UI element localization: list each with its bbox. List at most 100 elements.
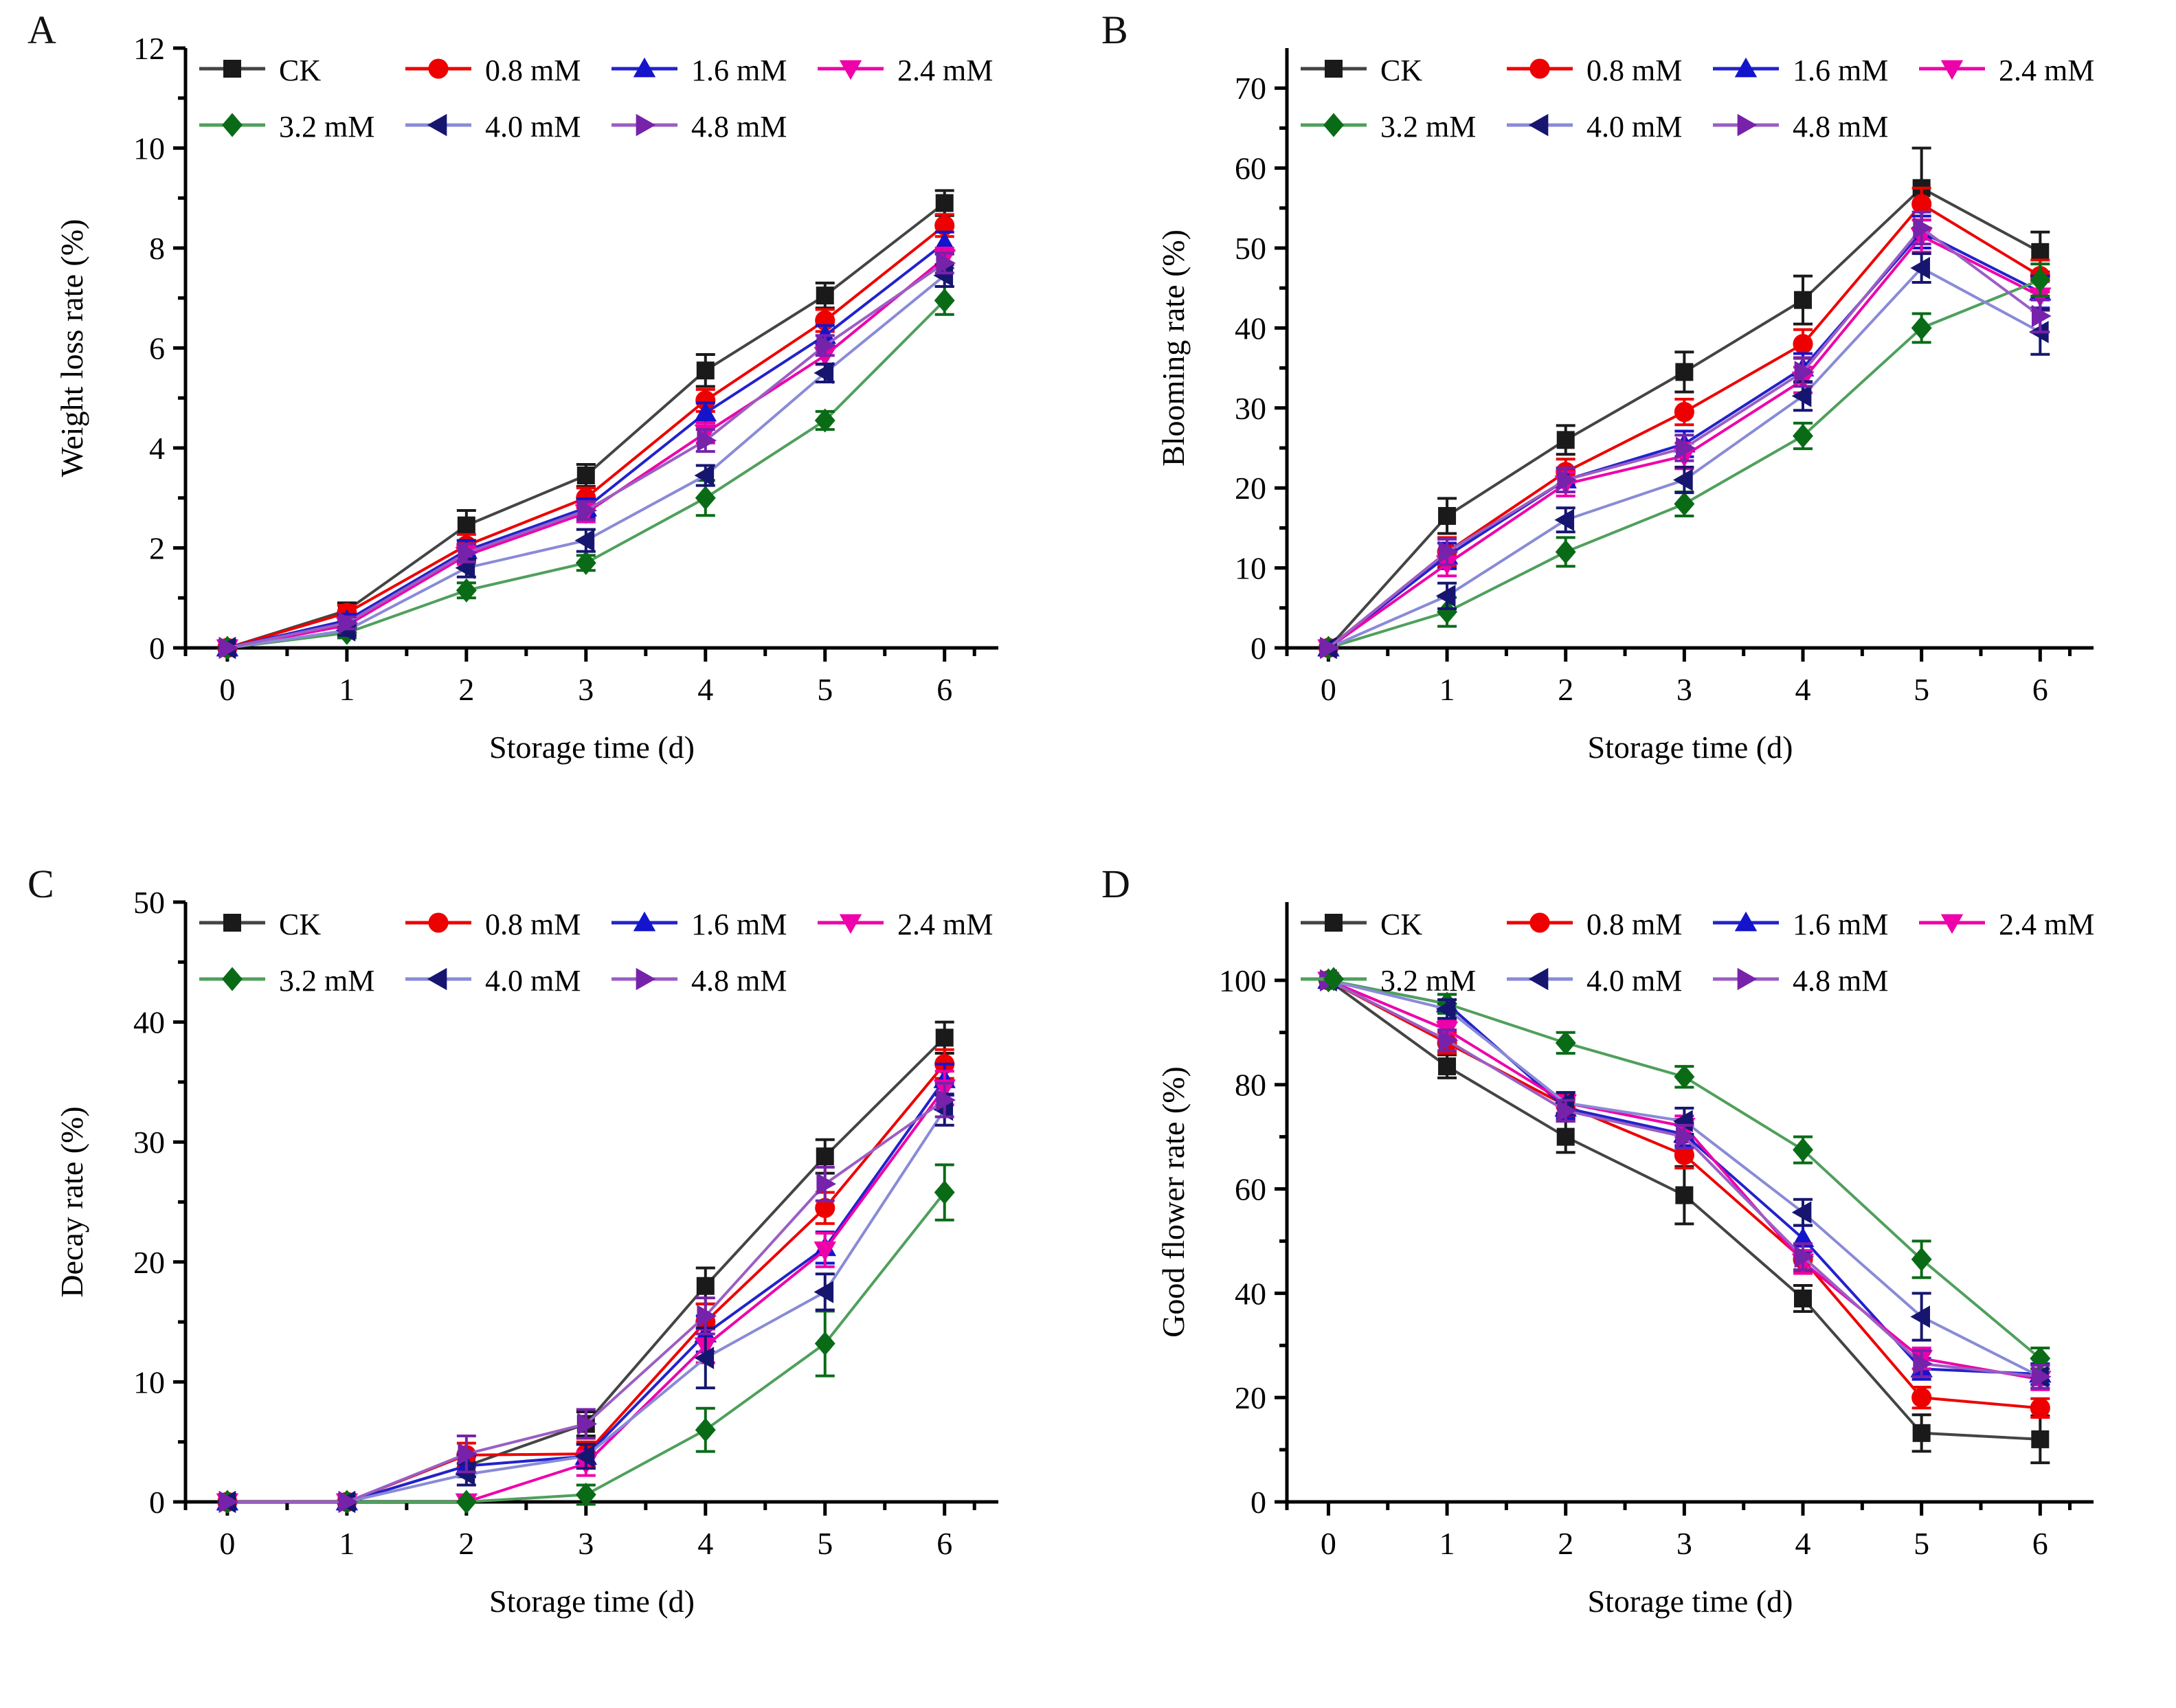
legend-item-4-8-mM[interactable]: 4.8 mM xyxy=(612,964,787,998)
data-point-marker xyxy=(222,113,243,137)
legend-item-2-4-mM[interactable]: 2.4 mM xyxy=(1919,54,2094,87)
legend-item-CK[interactable]: CK xyxy=(199,908,321,941)
series-0-8-mM xyxy=(1318,186,2050,658)
data-point-marker xyxy=(1791,1201,1812,1224)
y-tick-label: 40 xyxy=(1235,1276,1266,1311)
data-point-marker xyxy=(1734,911,1758,932)
legend-item-3-2-mM[interactable]: 3.2 mM xyxy=(1301,964,1476,998)
legend-item-CK[interactable]: CK xyxy=(199,54,321,87)
legend-label: 2.4 mM xyxy=(1999,54,2094,87)
data-point-marker xyxy=(428,912,449,933)
legend-item-4-0-mM[interactable]: 4.0 mM xyxy=(405,110,581,144)
legend-item-3-2-mM[interactable]: 3.2 mM xyxy=(199,964,374,998)
data-point-marker xyxy=(816,1147,834,1166)
data-point-marker xyxy=(1437,600,1458,625)
y-tick-label: 0 xyxy=(1250,1485,1266,1520)
legend-item-2-4-mM[interactable]: 2.4 mM xyxy=(1919,908,2094,941)
legend-label: 4.0 mM xyxy=(1586,110,1682,144)
data-point-marker xyxy=(1675,1186,1694,1204)
legend-item-3-2-mM[interactable]: 3.2 mM xyxy=(199,110,374,144)
legend-item-0-8-mM[interactable]: 0.8 mM xyxy=(1507,908,1682,941)
legend-item-2-4-mM[interactable]: 2.4 mM xyxy=(818,54,993,87)
legend-item-1-6-mM[interactable]: 1.6 mM xyxy=(612,908,787,941)
legend-label: 2.4 mM xyxy=(897,908,993,941)
legend-label: 4.8 mM xyxy=(1793,110,1888,144)
legend-item-4-0-mM[interactable]: 4.0 mM xyxy=(1507,964,1682,998)
series-0-8-mM xyxy=(217,1048,955,1512)
data-point-marker xyxy=(458,1442,478,1465)
data-point-marker xyxy=(694,464,715,487)
chart-svg-C: 0 10 20 30 40 50 0 1 2 3 4 5 6 Storage time (d) Decay … xyxy=(54,885,998,1619)
plot-C: 0 10 20 30 40 50 0 1 2 3 4 5 6 Storage time (d) Decay … xyxy=(0,854,1088,1708)
data-point-marker xyxy=(1320,636,1340,660)
x-axis-title: Storage time (d) xyxy=(489,730,695,765)
legend-item-2-4-mM[interactable]: 2.4 mM xyxy=(818,908,993,941)
data-point-marker xyxy=(1673,1110,1693,1133)
data-point-marker xyxy=(2031,1430,2050,1448)
x-tick-label: 3 xyxy=(578,672,594,707)
data-point-marker xyxy=(1556,431,1575,449)
data-point-marker xyxy=(1793,1138,1813,1162)
legend: CK 0.8 mM 1.6 mM 2.4 mM 3.2 mM 4.0 mM 4.8 mM xyxy=(199,54,993,144)
data-point-marker xyxy=(1912,1424,1931,1442)
data-point-marker xyxy=(1438,1057,1457,1076)
data-point-marker xyxy=(636,967,656,991)
data-point-marker xyxy=(935,1029,954,1047)
data-point-marker xyxy=(935,194,954,212)
data-point-marker xyxy=(428,58,449,79)
legend-label: 0.8 mM xyxy=(1586,908,1682,941)
legend-item-CK[interactable]: CK xyxy=(1301,908,1422,941)
legend-label: 0.8 mM xyxy=(1586,54,1682,87)
series-line xyxy=(227,224,945,649)
series-CK xyxy=(1319,971,2050,1465)
legend-item-0-8-mM[interactable]: 0.8 mM xyxy=(405,908,581,941)
legend-item-1-6-mM[interactable]: 1.6 mM xyxy=(612,54,787,87)
plot-A: 0 2 4 6 8 10 12 0 1 2 3 4 5 6 Storage time (d) Weight l… xyxy=(0,0,1088,854)
legend-item-CK[interactable]: CK xyxy=(1301,54,1422,87)
legend-item-4-8-mM[interactable]: 4.8 mM xyxy=(1713,110,1888,144)
data-point-marker xyxy=(1529,912,1550,933)
data-point-marker xyxy=(816,1173,836,1195)
legend-item-1-6-mM[interactable]: 1.6 mM xyxy=(1713,908,1888,941)
legend-item-4-8-mM[interactable]: 4.8 mM xyxy=(1713,964,1888,998)
x-axis-title: Storage time (d) xyxy=(1588,730,1793,765)
data-point-marker xyxy=(1794,1245,1815,1268)
x-axis-title: Storage time (d) xyxy=(489,1584,695,1619)
x-tick-label: 4 xyxy=(1795,1526,1811,1561)
series-2-4-mM xyxy=(216,247,956,660)
axes: 0 10 20 30 40 50 0 1 2 3 4 5 6 xyxy=(133,885,998,1561)
data-point-marker xyxy=(218,1490,239,1514)
y-tick-label: 30 xyxy=(133,1125,165,1160)
legend-item-4-8-mM[interactable]: 4.8 mM xyxy=(612,110,787,144)
data-point-marker xyxy=(1438,506,1457,525)
panel-label-D: D xyxy=(1101,862,1130,906)
legend-label: CK xyxy=(1380,908,1422,941)
legend-item-3-2-mM[interactable]: 3.2 mM xyxy=(1301,110,1476,144)
legend-label: 0.8 mM xyxy=(485,54,581,87)
data-point-marker xyxy=(458,541,478,565)
data-point-marker xyxy=(1323,113,1344,137)
y-tick-label: 80 xyxy=(1235,1068,1266,1103)
legend-item-1-6-mM[interactable]: 1.6 mM xyxy=(1713,54,1888,87)
data-point-marker xyxy=(1913,216,1933,240)
data-point-marker xyxy=(814,1241,836,1261)
data-point-marker xyxy=(696,1277,715,1295)
data-point-marker xyxy=(1438,1029,1459,1052)
legend-item-4-0-mM[interactable]: 4.0 mM xyxy=(405,964,581,998)
legend: CK 0.8 mM 1.6 mM 2.4 mM 3.2 mM 4.0 mM 4.8 mM xyxy=(1301,908,2094,998)
x-tick-label: 2 xyxy=(458,1526,474,1561)
data-point-marker xyxy=(1323,967,1344,991)
x-tick-label: 2 xyxy=(458,672,474,707)
legend-item-0-8-mM[interactable]: 0.8 mM xyxy=(1507,54,1682,87)
data-point-marker xyxy=(934,288,955,313)
y-tick-label: 70 xyxy=(1235,71,1266,106)
data-point-marker xyxy=(218,636,239,660)
data-point-marker xyxy=(1910,1305,1931,1328)
data-point-marker xyxy=(697,429,717,452)
legend-item-0-8-mM[interactable]: 0.8 mM xyxy=(405,54,581,87)
y-tick-label: 6 xyxy=(149,331,165,366)
legend-item-4-0-mM[interactable]: 4.0 mM xyxy=(1507,110,1682,144)
data-point-marker xyxy=(636,113,656,137)
x-tick-label: 6 xyxy=(936,672,952,707)
